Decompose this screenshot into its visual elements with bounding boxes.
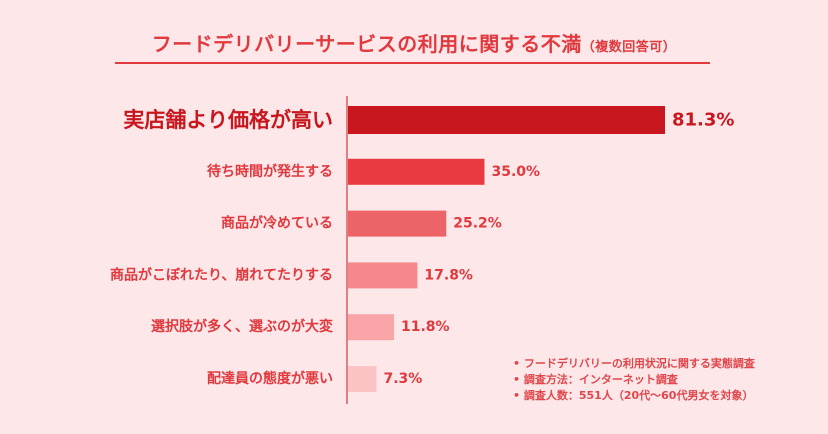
- chart-title: フードデリバリーサービスの利用に関する不満（複数回答可）: [0, 28, 828, 57]
- bar: [348, 158, 485, 185]
- note-item: 調査方法：インターネット調査: [513, 372, 755, 388]
- data-label: 7.3%: [383, 371, 422, 387]
- survey-notes: フードデリバリーの利用状況に関する実態調査 調査方法：インターネット調査 調査人…: [513, 356, 755, 404]
- data-label: 17.8%: [424, 267, 473, 283]
- data-label: 25.2%: [453, 216, 502, 232]
- title-text: フードデリバリーサービスの利用に関する不満: [151, 32, 582, 56]
- bar: [348, 106, 665, 134]
- category-label: 待ち時間が発生する: [207, 163, 333, 180]
- bar: [348, 366, 377, 392]
- category-label: 商品が冷めている: [221, 215, 333, 232]
- category-label: 選択肢が多く、選ぶのが大変: [151, 318, 333, 335]
- title-underline: [115, 62, 710, 64]
- bar: [348, 210, 447, 237]
- bar: [348, 314, 395, 341]
- bar: [348, 262, 418, 289]
- subtitle-text: （複数回答可）: [581, 40, 677, 55]
- data-label: 35.0%: [491, 164, 540, 180]
- category-label: 実店舗より価格が高い: [123, 108, 333, 132]
- category-label: 商品がこぼれたり、崩れてたりする: [110, 266, 333, 283]
- data-label: 81.3%: [672, 110, 734, 131]
- data-label: 11.8%: [401, 319, 450, 335]
- note-item: フードデリバリーの利用状況に関する実態調査: [513, 356, 755, 372]
- note-item: 調査人数：551人（20代〜60代男女を対象）: [513, 388, 755, 404]
- category-label: 配達員の態度が悪い: [207, 370, 333, 387]
